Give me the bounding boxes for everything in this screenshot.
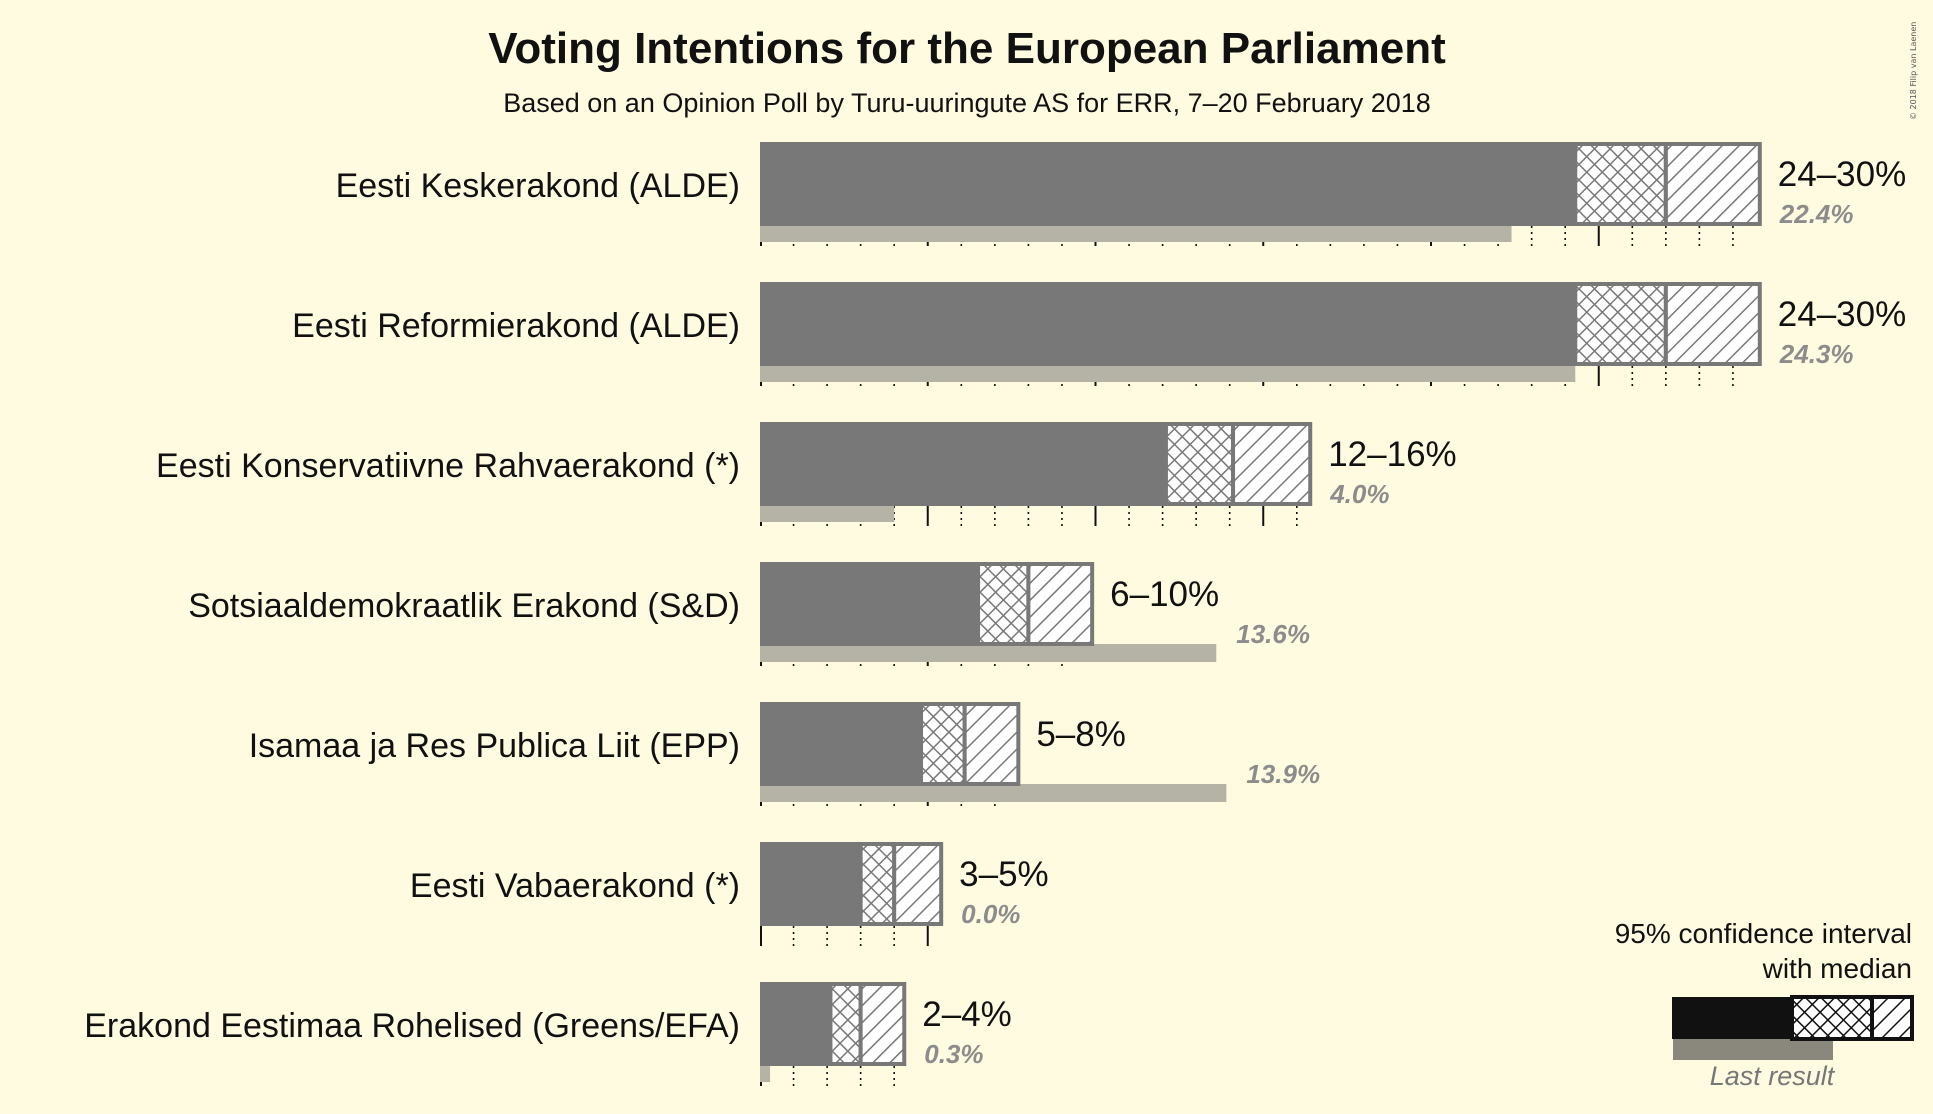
party-name: Eesti Konservatiivne Rahvaerakond (*) [156,447,740,485]
legend-bar-swatch [1672,997,1792,1039]
bar-ci-upper [962,702,1021,786]
chart-subtitle: Based on an Opinion Poll by Turu-uuringu… [503,88,1431,118]
party-row: Eesti Konservatiivne Rahvaerakond (*) 12–… [156,422,1457,526]
last-result-label: 4.0% [1329,479,1389,509]
bar-ci-lower [1573,142,1668,226]
last-result-label: 13.6% [1236,619,1310,649]
last-result-bar [760,784,1227,802]
chart-title: Voting Intentions for the European Parli… [488,24,1446,73]
party-row: Isamaa ja Res Publica Liit (EPP) 5–8% 13.9… [249,702,1320,806]
legend-ci-crosshatch-swatch [1790,995,1874,1041]
bar-ci-upper [858,982,907,1066]
range-label: 6–10% [1110,575,1219,614]
party-name: Sotsiaaldemokraatlik Erakond (S&D) [188,587,740,625]
party-row: Eesti Reformierakond (ALDE) 24–30% 24.3% [292,282,1906,386]
range-label: 24–30% [1778,295,1906,334]
last-result-bar [760,644,1217,662]
range-label: 12–16% [1328,435,1456,474]
last-result-label: 24.3% [1779,339,1854,369]
bar-ci-lower [1573,282,1668,366]
party-row: Sotsiaaldemokraatlik Erakond (S&D) 6–10% 1… [188,562,1310,666]
range-label: 2–4% [922,995,1012,1034]
range-label: 5–8% [1036,715,1126,754]
legend-ci-label-line1: 95% confidence interval [1615,918,1912,949]
bar-ci-lower [828,982,863,1066]
bar-ci-lower [919,702,967,786]
bar-low [760,562,979,646]
bar-low [760,142,1576,226]
legend-ci-label-line2: with median [1762,953,1912,984]
last-result-label: 13.9% [1246,759,1320,789]
legend: 95% confidence interval with median Last… [1615,918,1914,1091]
bar-low [760,282,1576,366]
bar-ci-upper [1231,422,1313,506]
legend-last-result-label: Last result [1710,1061,1836,1091]
party-row: Eesti Vabaerakond (*) 3–5% 0.0% [410,842,1049,946]
bar-ci-lower [1163,422,1236,506]
last-result-bar [760,1064,771,1082]
last-result-bar [760,224,1512,242]
bar-low [760,842,861,926]
bar-ci-upper [1026,562,1095,646]
last-result-bar [760,504,895,522]
last-result-label: 0.0% [961,899,1020,929]
party-name: Erakond Eestimaa Rohelised (Greens/EFA) [84,1007,740,1045]
bar-ci-upper [1663,282,1762,366]
bar-ci-lower [858,842,897,926]
last-result-label: 22.4% [1779,199,1854,229]
bar-low [760,422,1166,506]
party-name: Isamaa ja Res Publica Liit (EPP) [249,727,740,765]
copyright-notice: © 2018 Filip van Laenen [1909,22,1918,120]
last-result-bar [760,364,1576,382]
range-label: 24–30% [1778,155,1906,194]
bar-rows: Eesti Keskerakond (ALDE) 24–30%22.4%Eesti… [84,142,1906,1086]
party-row: Eesti Keskerakond (ALDE) 24–30% 22.4% [336,142,1906,246]
bar-ci-upper [1663,142,1762,226]
bar-low [760,982,831,1066]
party-name: Eesti Vabaerakond (*) [410,867,740,905]
legend-ci-diagonal-swatch [1870,995,1914,1041]
party-name: Eesti Keskerakond (ALDE) [336,167,740,205]
party-row: Erakond Eestimaa Rohelised (Greens/EFA) 2… [84,982,1012,1086]
bar-low [760,702,922,786]
range-label: 3–5% [959,855,1049,894]
party-name: Eesti Reformierakond (ALDE) [292,307,740,345]
bar-ci-lower [976,562,1031,646]
bar-ci-upper [892,842,944,926]
last-result-label: 0.3% [924,1039,983,1069]
